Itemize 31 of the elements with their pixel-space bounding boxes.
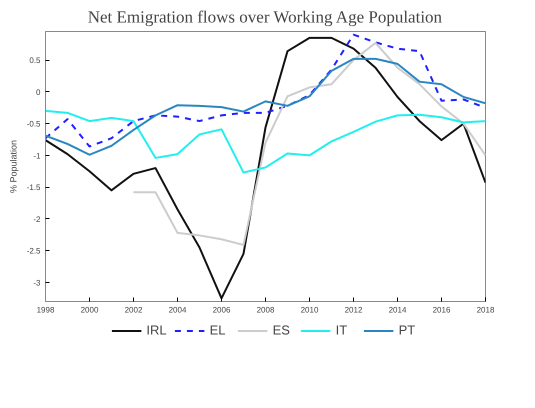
line-series [132,42,486,246]
x-tick-label: 2006 [212,306,231,314]
y-tick-label: -2 [33,214,42,224]
x-tick-label: 2010 [300,306,319,314]
y-tick-label: 0.5 [29,56,42,66]
x-tick-label: 2014 [388,306,407,314]
y-axis-title: % Population [8,140,19,194]
chart-title: Net Emigration flows over Working Age Population [88,8,443,26]
legend-label: IRL [146,322,167,338]
x-tick-label: 2000 [80,306,99,314]
x-tick-label: 2018 [476,306,495,314]
y-tick-label: -1.5 [26,183,42,192]
x-tick-label: 1998 [36,306,55,314]
y-tick-label: -0.5 [26,120,42,129]
x-tick-label: 2004 [168,306,187,314]
line-series [46,110,486,174]
x-tick-label: 2008 [256,306,275,314]
x-tick-label: 2012 [344,306,363,314]
x-tick-label: 2002 [124,306,143,314]
y-tick-label: -3 [33,278,42,288]
legend-label: EL [210,322,227,338]
x-tick-label: 2016 [432,306,451,314]
line-series [46,34,486,148]
line-series [46,58,486,156]
legend-label: ES [272,322,291,338]
legend-label: PT [398,322,416,338]
y-tick-label: 0 [36,88,42,97]
y-tick-label: -1 [33,151,42,160]
legend-label: IT [336,322,348,338]
y-tick-label: -2.5 [26,246,42,256]
line-series [46,36,486,300]
